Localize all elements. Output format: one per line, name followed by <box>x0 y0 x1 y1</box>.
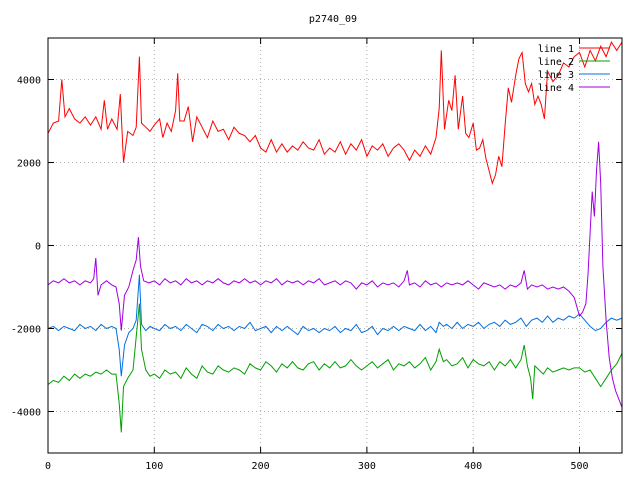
legend: line 1 line 2 line 3 line 4 <box>538 44 610 94</box>
x-tick-label: 500 <box>570 461 588 472</box>
y-tick-label: -2000 <box>11 325 41 336</box>
legend-label-1: line 1 <box>538 44 574 55</box>
y-tick-label: 4000 <box>17 76 41 87</box>
legend-label-2: line 2 <box>538 57 574 68</box>
legend-label-3: line 3 <box>538 70 574 81</box>
series-line-4 <box>47 141 623 408</box>
x-tick-label: 0 <box>45 461 51 472</box>
chart-title: p2740_09 <box>309 14 357 25</box>
series-line-2 <box>47 303 623 433</box>
x-tick-label: 200 <box>252 461 270 472</box>
x-tick-label: 400 <box>464 461 482 472</box>
axis-ticks: 0 100 200 300 400 500 -4000 -2000 0 2000 4000 <box>11 38 622 472</box>
x-tick-label: 100 <box>145 461 163 472</box>
y-tick-label: -4000 <box>11 408 41 419</box>
legend-label-4: line 4 <box>538 83 574 94</box>
y-tick-label: 2000 <box>17 159 41 170</box>
series-line-1 <box>47 40 623 185</box>
y-tick-label: 0 <box>35 242 41 253</box>
series-lines <box>47 40 623 433</box>
series-line-3 <box>47 274 623 377</box>
x-tick-label: 300 <box>358 461 376 472</box>
